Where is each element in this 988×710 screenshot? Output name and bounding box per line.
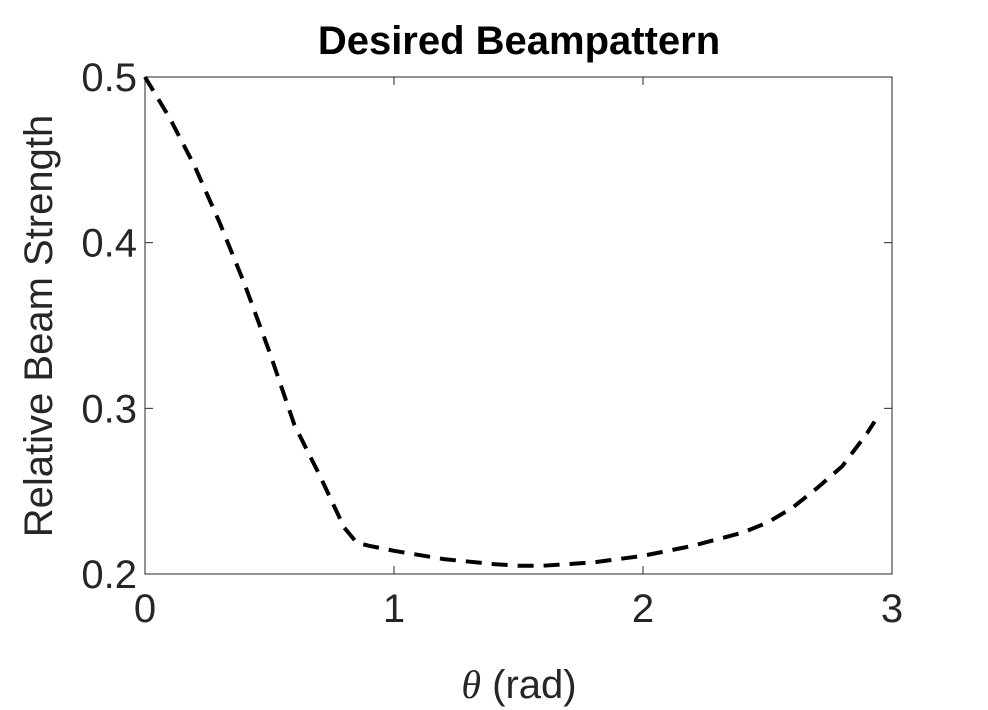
y-axis: 0.2 0.3 0.4 0.5 bbox=[81, 56, 892, 597]
x-axis-label-text: (rad) bbox=[481, 663, 577, 707]
y-tick-label: 0.4 bbox=[81, 222, 137, 266]
x-axis: 0 1 2 3 bbox=[134, 77, 903, 631]
x-tick-label: 2 bbox=[632, 587, 654, 631]
y-tick-label: 0.2 bbox=[81, 553, 137, 597]
axes-box bbox=[144, 76, 893, 575]
y-tick-label: 0.3 bbox=[81, 387, 137, 431]
y-tick-label: 0.5 bbox=[81, 56, 137, 100]
series-line-0 bbox=[143, 75, 877, 568]
x-tick-label: 3 bbox=[881, 587, 903, 631]
chart-title: Desired Beampattern bbox=[318, 19, 720, 63]
x-tick-label: 1 bbox=[383, 587, 405, 631]
series-layer bbox=[143, 75, 877, 568]
x-axis-label: θ (rad) bbox=[461, 662, 576, 707]
y-axis-label: Relative Beam Strength bbox=[17, 115, 61, 537]
x-tick-label: 0 bbox=[134, 587, 156, 631]
x-axis-label-symbol: θ bbox=[461, 662, 481, 707]
